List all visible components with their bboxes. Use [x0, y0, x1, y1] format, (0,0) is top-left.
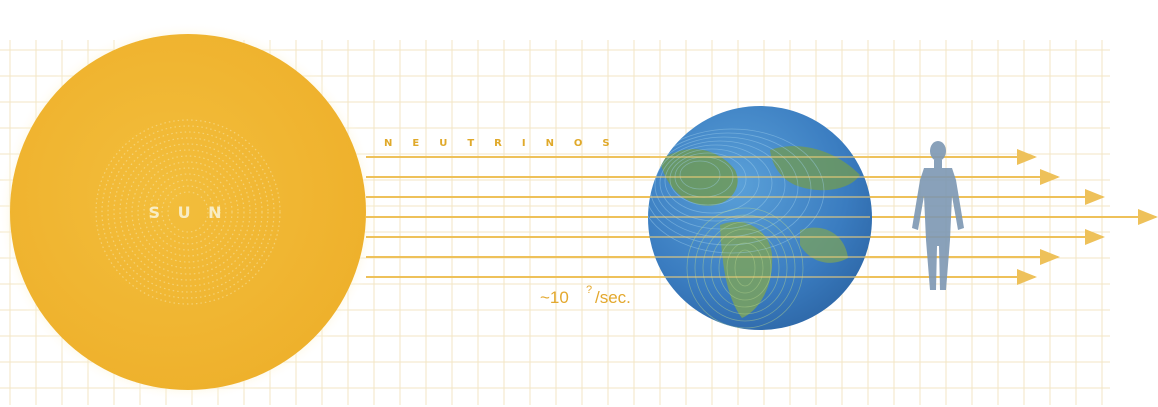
sun-core-ring: [101, 125, 275, 299]
neutrinos-label: NEUTRINOS: [384, 138, 630, 149]
earth-contour: [679, 160, 721, 190]
earth-contour: [702, 221, 788, 315]
earth-contour: [710, 228, 780, 308]
neutrino-rate-label: ~10 ? /sec.: [540, 284, 631, 307]
earth-contour: [659, 144, 773, 222]
earth-contour: [694, 214, 796, 322]
rate-suffix: /sec.: [595, 288, 631, 307]
sun-core-ring: [119, 143, 257, 281]
sun-label: S U N: [148, 203, 227, 222]
earth-icon: [648, 106, 872, 330]
neutrino-arrows-through-earth: [650, 156, 870, 278]
sun-core-ring: [161, 185, 215, 239]
earth-contour: [718, 235, 772, 301]
sun-core-ring: [137, 161, 239, 263]
earth-contour: [669, 152, 747, 206]
sun-core-ring: [131, 155, 245, 269]
sun-core-pattern: [95, 119, 281, 305]
sun-core-ring: [167, 191, 209, 233]
sun-icon: S U N: [0, 22, 378, 402]
earth-contour: [734, 249, 756, 287]
human-figure-icon: [912, 141, 964, 290]
rate-prefix: ~10: [540, 288, 569, 307]
sun-core-ring: [155, 179, 221, 245]
earth-contour: [726, 242, 764, 294]
earth-contour: [654, 140, 786, 230]
rate-exponent: ?: [586, 284, 592, 296]
sun-core-ring: [107, 131, 269, 293]
earth-contour: [648, 132, 812, 246]
sun-core-ring: [125, 149, 251, 275]
sun-core-ring: [113, 137, 263, 287]
sun-core-ring: [95, 119, 281, 305]
earth-contour: [648, 128, 825, 254]
sun-core-ring: [143, 167, 233, 257]
earth-contour: [686, 207, 804, 329]
earth-contour: [664, 148, 760, 214]
sun-core-ring: [149, 173, 227, 251]
